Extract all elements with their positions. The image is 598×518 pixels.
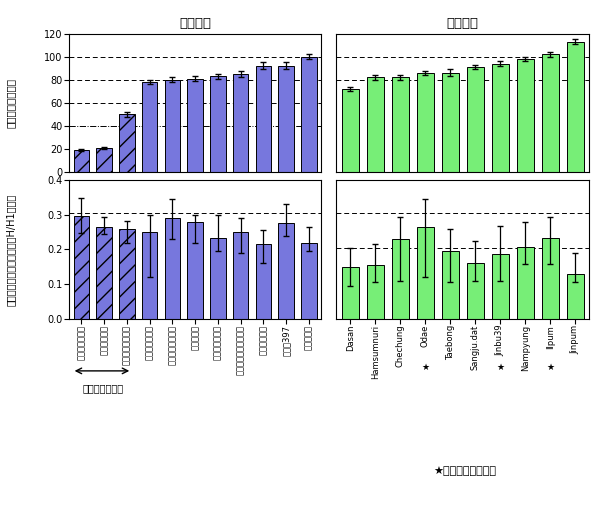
Bar [341, 267, 359, 319]
Bar [119, 114, 135, 172]
Bar [187, 79, 203, 172]
Bar [301, 242, 316, 319]
Bar [567, 274, 584, 319]
Bar [417, 73, 434, 172]
Bar [255, 244, 271, 319]
Bar [517, 59, 534, 172]
Bar [142, 232, 157, 319]
Bar [278, 223, 294, 319]
Bar [442, 73, 459, 172]
Bar [164, 218, 180, 319]
Bar [278, 66, 294, 172]
Bar [392, 239, 409, 319]
Bar [392, 78, 409, 172]
Text: 韓国産米: 韓国産米 [447, 17, 479, 30]
Bar [467, 263, 484, 319]
Bar [367, 78, 384, 172]
Text: 米飯粒表層のバランス度－H/H1（－）: 米飯粒表層のバランス度－H/H1（－） [6, 193, 16, 306]
Bar [210, 238, 225, 319]
Bar [367, 265, 384, 319]
Bar [142, 82, 157, 172]
Bar [442, 251, 459, 319]
Bar [255, 66, 271, 172]
Bar [492, 64, 509, 172]
Bar [417, 227, 434, 319]
Bar [119, 229, 135, 319]
Bar [210, 76, 225, 172]
Bar [301, 56, 316, 172]
Bar [187, 222, 203, 319]
Bar [233, 74, 248, 172]
Bar [96, 227, 112, 319]
Text: 日本産米: 日本産米 [179, 17, 211, 30]
Bar [74, 150, 89, 172]
Bar [542, 54, 559, 172]
Text: ★　極良食味米糳統: ★ 極良食味米糳統 [433, 466, 496, 477]
Bar [542, 238, 559, 319]
Text: 表層老化度（－）: 表層老化度（－） [6, 78, 16, 128]
Text: ★: ★ [546, 363, 554, 372]
Bar [233, 232, 248, 319]
Bar [567, 42, 584, 172]
Text: 低アミロース米: 低アミロース米 [83, 383, 124, 393]
Text: ★: ★ [421, 363, 429, 372]
Bar [74, 215, 89, 319]
Bar [164, 80, 180, 172]
Bar [517, 247, 534, 319]
Bar [492, 254, 509, 319]
Bar [467, 67, 484, 172]
Bar [96, 148, 112, 172]
Bar [341, 89, 359, 172]
Text: ★: ★ [496, 363, 504, 372]
